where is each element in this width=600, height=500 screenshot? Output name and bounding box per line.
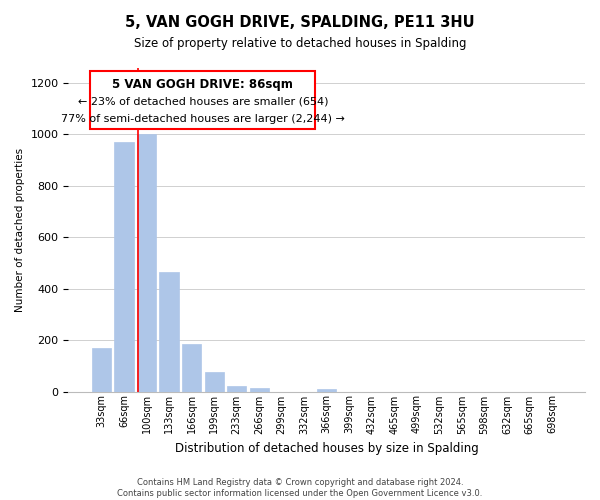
FancyBboxPatch shape	[90, 72, 316, 129]
Bar	[317, 389, 336, 392]
Bar	[115, 142, 134, 392]
Text: 77% of semi-detached houses are larger (2,244) →: 77% of semi-detached houses are larger (…	[61, 114, 345, 124]
Bar	[250, 388, 269, 392]
Y-axis label: Number of detached properties: Number of detached properties	[15, 148, 25, 312]
Bar	[160, 272, 179, 392]
Bar	[92, 348, 111, 392]
Bar	[227, 386, 246, 392]
Text: 5, VAN GOGH DRIVE, SPALDING, PE11 3HU: 5, VAN GOGH DRIVE, SPALDING, PE11 3HU	[125, 15, 475, 30]
Bar	[205, 372, 224, 392]
Text: 5 VAN GOGH DRIVE: 86sqm: 5 VAN GOGH DRIVE: 86sqm	[112, 78, 293, 90]
Text: Size of property relative to detached houses in Spalding: Size of property relative to detached ho…	[134, 38, 466, 51]
Bar	[182, 344, 201, 392]
X-axis label: Distribution of detached houses by size in Spalding: Distribution of detached houses by size …	[175, 442, 479, 455]
Text: ← 23% of detached houses are smaller (654): ← 23% of detached houses are smaller (65…	[77, 96, 328, 106]
Bar	[137, 134, 156, 392]
Text: Contains HM Land Registry data © Crown copyright and database right 2024.
Contai: Contains HM Land Registry data © Crown c…	[118, 478, 482, 498]
